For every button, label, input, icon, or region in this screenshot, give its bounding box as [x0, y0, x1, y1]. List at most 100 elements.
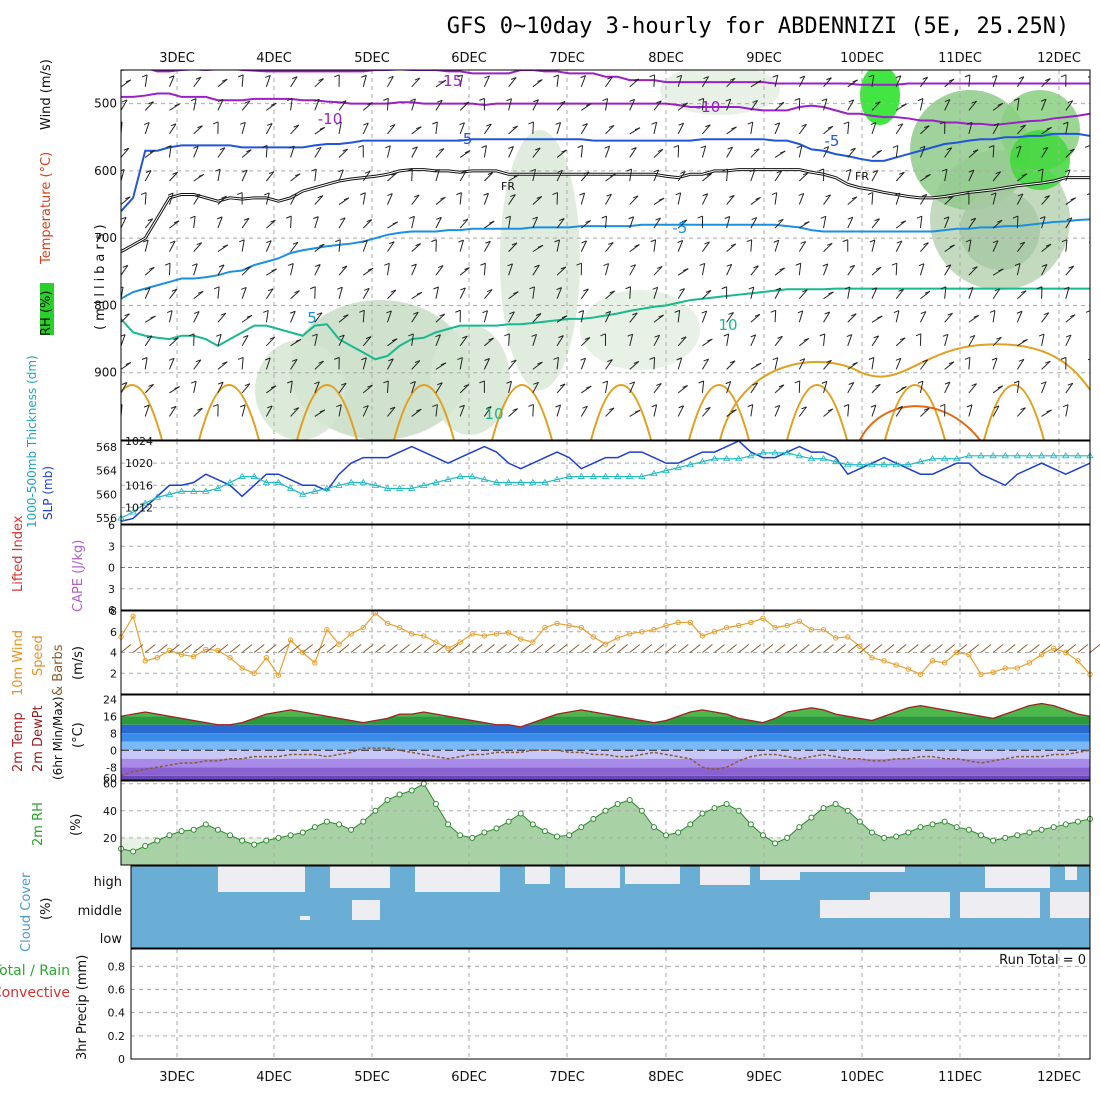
wind-barb-flag	[392, 221, 398, 225]
wind-barb-flag	[334, 356, 340, 360]
wind-barb-flag	[293, 124, 299, 128]
wind-barb-flag	[1062, 404, 1069, 408]
wind-barb	[459, 122, 465, 135]
wind10-point	[699, 633, 706, 639]
wind-barb	[750, 121, 754, 134]
wind-barb-flag	[970, 217, 976, 221]
date-label-bottom: 6DEC	[451, 1070, 487, 1085]
wind-barb	[798, 358, 806, 370]
wind-barb-flag	[561, 315, 568, 319]
dewpt2m-line	[120, 747, 1091, 777]
thickness-point	[928, 455, 937, 462]
wind-barb-flag	[415, 243, 421, 247]
rh2m-point	[202, 821, 209, 828]
wind-barb	[701, 358, 710, 370]
wind-barb	[532, 382, 539, 394]
cloud-high-label: high	[94, 875, 122, 890]
rh2m-point	[336, 821, 343, 828]
wind-barb	[823, 333, 826, 346]
wind-barb	[241, 239, 245, 252]
wind-barb	[944, 216, 950, 229]
wind-barb	[726, 381, 732, 394]
cloud-gap	[960, 892, 1040, 918]
wind-barb	[920, 407, 930, 417]
wind10-point	[990, 669, 996, 675]
rh2m-point	[881, 834, 888, 841]
wind-barb-flag	[967, 286, 974, 290]
wind-barb-flag	[148, 101, 154, 105]
wind-barb-flag	[433, 286, 439, 290]
wind-barb	[774, 357, 779, 370]
wind10-barb	[908, 644, 919, 653]
wind-barb-flag	[487, 172, 494, 175]
wind-barb-flag	[780, 150, 786, 154]
wind-barb	[435, 196, 446, 205]
wind-barb-flag	[458, 239, 464, 243]
thickness-point	[141, 499, 149, 506]
wind-barb-flag	[674, 309, 680, 313]
wind-barb	[362, 240, 368, 252]
wind-barb	[144, 239, 149, 252]
wind-barb	[556, 122, 562, 135]
temp2m-label-c: (6hr Min/Max)	[51, 697, 65, 781]
wind-barb-flag	[604, 145, 610, 149]
wind-barb	[1089, 109, 1090, 111]
wind-barb	[556, 74, 560, 87]
wind-barb	[532, 286, 535, 299]
wind-barb-flag	[779, 267, 785, 271]
wind10-barb	[532, 644, 544, 653]
wind10-point	[614, 635, 621, 641]
wind-barb	[701, 263, 706, 276]
wind-barb-flag	[218, 264, 225, 268]
wind-barb	[1016, 263, 1021, 276]
wind-barb-flag	[561, 149, 567, 153]
contour-warm	[491, 384, 553, 440]
wind-barb	[217, 78, 228, 88]
wind-barb-flag	[682, 385, 688, 388]
contour-warm	[688, 384, 750, 440]
wind-barb	[387, 124, 396, 135]
wind-barb-flag	[140, 192, 147, 196]
wind10-point	[409, 631, 415, 637]
wind-barb	[653, 149, 664, 158]
thickness-point	[298, 490, 307, 497]
wind10-label-c: & Barbs	[51, 644, 66, 696]
wind-barb-flag	[965, 239, 972, 243]
wind10-barb	[266, 644, 277, 653]
contour-warm	[393, 384, 455, 440]
wind10-barb	[1089, 644, 1100, 653]
wind-barb-flag	[340, 100, 347, 104]
wind-barb-flag	[1061, 239, 1068, 243]
rh2m-point	[263, 837, 270, 844]
thickness-point	[274, 478, 283, 485]
cloud-label: Cloud Cover	[19, 872, 34, 952]
wind-barb-flag	[530, 168, 536, 172]
rh2m-point	[917, 824, 924, 831]
wind10-barb	[605, 644, 616, 653]
rh2m-point	[965, 826, 972, 833]
wind-barb	[459, 267, 470, 276]
wind-barb-flag	[439, 313, 445, 317]
wind-barb-flag	[144, 287, 151, 291]
wind-barb-flag	[586, 385, 592, 389]
wind-barb-flag	[680, 170, 686, 174]
wind-barb	[726, 146, 734, 158]
wind-barb	[1041, 195, 1050, 205]
wind-barb-flag	[435, 334, 441, 338]
wind-barb-flag	[241, 286, 247, 290]
rh2m-point	[808, 814, 815, 821]
wind10-barb	[157, 644, 168, 653]
wind-barb-flag	[800, 240, 806, 244]
wind-barb-flag	[479, 97, 485, 101]
wind-barb-flag	[383, 97, 389, 101]
wind-barb	[193, 76, 202, 88]
wind-barb-flag	[246, 314, 253, 318]
contour-label: FR	[501, 180, 515, 193]
wind-barb	[992, 219, 1003, 229]
wind-barb-flag	[1046, 126, 1052, 130]
temp-band	[121, 767, 1090, 776]
wind-barb	[459, 170, 467, 182]
wind-barb-flag	[754, 313, 761, 317]
rh2m-point	[566, 832, 573, 839]
wind-barb-flag	[121, 168, 125, 172]
